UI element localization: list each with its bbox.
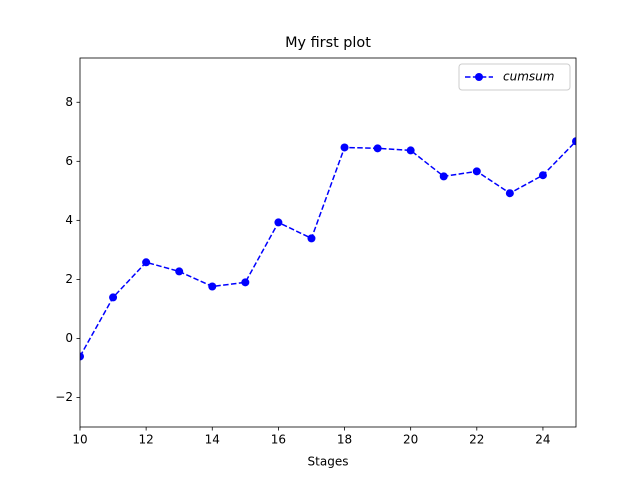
axes-frame (79, 57, 577, 428)
data-point (307, 234, 316, 243)
data-point (373, 144, 382, 153)
data-point (109, 293, 118, 302)
data-point (175, 267, 184, 276)
legend-label: cumsum (503, 70, 554, 84)
x-tick-label: 12 (138, 433, 153, 447)
data-point (538, 171, 547, 180)
y-tick-label: 0 (65, 331, 73, 345)
data-point (472, 167, 481, 176)
data-point (439, 172, 448, 181)
y-tick-label: 2 (65, 272, 73, 286)
y-tick-label: 4 (65, 213, 73, 227)
x-tick-label: 18 (337, 433, 352, 447)
data-point (241, 278, 250, 287)
y-tick-label: 6 (65, 154, 73, 168)
y-tick-label: 8 (65, 95, 73, 109)
x-tick-label: 14 (205, 433, 220, 447)
data-point (406, 146, 415, 155)
y-tick-label: −2 (55, 390, 73, 404)
data-point (142, 258, 151, 267)
legend-box (458, 63, 571, 91)
data-line (80, 140, 576, 357)
legend-marker (475, 73, 483, 81)
x-axis-label: Stages (308, 455, 349, 469)
data-point (572, 137, 576, 146)
data-point (208, 282, 217, 291)
chart-title: My first plot (285, 35, 371, 51)
data-point (80, 352, 84, 361)
data-point (505, 189, 514, 198)
data-point (274, 218, 283, 227)
x-tick-label: 24 (535, 433, 550, 447)
x-tick-label: 22 (469, 433, 484, 447)
data-point (340, 143, 349, 152)
plot-area (80, 137, 576, 361)
x-tick-label: 10 (72, 433, 87, 447)
x-tick-label: 20 (403, 433, 418, 447)
x-tick-label: 16 (271, 433, 286, 447)
